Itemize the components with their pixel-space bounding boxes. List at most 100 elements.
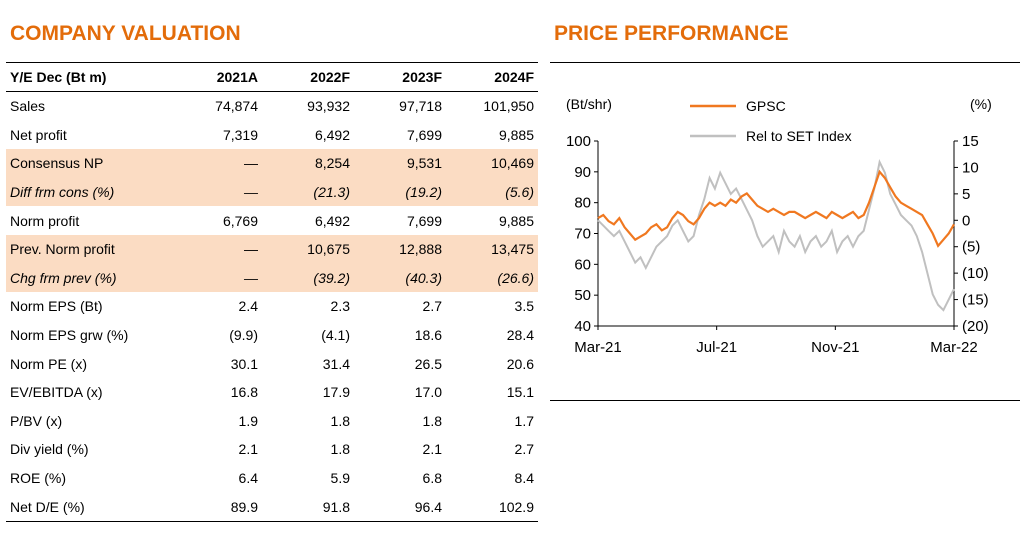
row-value: 9,531 (354, 149, 446, 178)
row-value: 7,699 (406, 212, 442, 229)
valuation-table: Y/E Dec (Bt m) 2021A 2022F 2023F 2024F S… (6, 62, 538, 522)
row-value: (9.9) (229, 327, 258, 344)
row-label: Prev. Norm profit (6, 234, 174, 264)
table-row: Prev. Norm profit —10,675 12,888 13,475 (6, 234, 538, 264)
table-row: Div yield (%) 2.1 1.8 2.1 2.7 (6, 435, 538, 464)
row-value: 7,319 (222, 126, 258, 143)
row-label: Norm EPS (Bt) (10, 298, 103, 315)
row-value: 2.3 (330, 298, 350, 315)
row-value: 30.1 (230, 355, 258, 372)
row-label: Sales (10, 98, 46, 115)
row-label: Net profit (10, 126, 67, 143)
table-row: P/BV (x) 1.9 1.8 1.8 1.7 (6, 407, 538, 436)
x-tick-label: Nov-21 (811, 339, 859, 356)
row-value: 1.8 (330, 441, 350, 458)
row-label: Diff frm cons (%) (6, 177, 174, 207)
valuation-title: COMPANY VALUATION (10, 22, 241, 45)
row-value: 2.7 (422, 298, 442, 315)
row-label: Consensus NP (6, 149, 174, 178)
table-row: ROE (%) 6.4 5.9 6.8 8.4 (6, 464, 538, 493)
row-value: 1.8 (422, 412, 442, 429)
row-value: 2.4 (238, 298, 258, 315)
row-value: 91.8 (262, 492, 354, 522)
row-label: Norm EPS grw (%) (10, 327, 129, 344)
table-row: Consensus NP —8,254 9,531 10,469 (6, 149, 538, 178)
row-value: 1.9 (238, 412, 258, 429)
row-value: 93,932 (307, 98, 350, 115)
row-value: 1.7 (514, 412, 534, 429)
row-value: (21.3) (262, 177, 354, 207)
row-value: 6.4 (238, 470, 258, 487)
row-value: 15.1 (506, 384, 534, 401)
row-value: 10,675 (262, 234, 354, 264)
table-row: Norm profit 6,769 6,492 7,699 9,885 (6, 206, 538, 235)
row-value: (19.2) (354, 177, 446, 207)
right-tick-label: 10 (962, 159, 979, 176)
row-value: 28.4 (506, 327, 534, 344)
right-tick-label: (10) (962, 265, 989, 282)
left-tick-label: 50 (574, 287, 591, 304)
row-value: 9,885 (498, 212, 534, 229)
x-tick-label: Mar-21 (574, 339, 622, 356)
left-unit-label: (Bt/shr) (566, 96, 612, 112)
row-label: ROE (%) (10, 470, 66, 487)
header-2021A: 2021A (174, 62, 262, 92)
left-tick-label: 70 (574, 226, 591, 243)
row-label: Div yield (%) (10, 441, 89, 458)
table-row: Net profit 7,319 6,492 7,699 9,885 (6, 121, 538, 150)
table-row: Sales 74,874 93,932 97,718 101,950 (6, 92, 538, 121)
right-tick-label: 15 (962, 133, 979, 150)
row-value: 16.8 (230, 384, 258, 401)
row-value: 6,492 (314, 212, 350, 229)
left-tick-label: 80 (574, 195, 591, 212)
row-value: 1.8 (330, 412, 350, 429)
row-value: — (174, 263, 262, 293)
header-2022F: 2022F (262, 62, 354, 92)
series-line (597, 169, 955, 248)
chart-bottom-rule (550, 400, 1020, 401)
table-header-row: Y/E Dec (Bt m) 2021A 2022F 2023F 2024F (6, 62, 538, 92)
row-value: (26.6) (446, 263, 538, 293)
row-value: 10,469 (446, 149, 538, 178)
header-label: Y/E Dec (Bt m) (6, 62, 174, 92)
row-value: 101,950 (483, 98, 534, 115)
header-2023F: 2023F (354, 62, 446, 92)
table-row: EV/EBITDA (x) 16.8 17.9 17.0 15.1 (6, 378, 538, 407)
row-value: 2.1 (238, 441, 258, 458)
row-value: 26.5 (414, 355, 442, 372)
right-tick-label: (20) (962, 318, 989, 335)
table-row: Diff frm cons (%) — (21.3) (19.2) (5.6) (6, 177, 538, 207)
row-label: Norm PE (x) (10, 355, 87, 372)
row-value: 17.0 (414, 384, 442, 401)
row-value: 97,718 (399, 98, 442, 115)
row-value: 3.5 (514, 298, 534, 315)
row-value: 6.8 (422, 470, 442, 487)
row-value: 13,475 (446, 234, 538, 264)
x-tick-label: Jul-21 (696, 339, 737, 356)
x-tick-label: Mar-22 (930, 339, 978, 356)
series-line (597, 159, 955, 312)
row-value: 8,254 (262, 149, 354, 178)
row-value: 96.4 (354, 492, 446, 522)
row-value: (40.3) (354, 263, 446, 293)
row-label: Norm profit (10, 212, 80, 229)
row-value: 17.9 (322, 384, 350, 401)
row-value: — (174, 149, 262, 178)
header-2024F: 2024F (446, 62, 538, 92)
row-value: 2.7 (514, 441, 534, 458)
row-label: P/BV (x) (10, 412, 63, 429)
table-row: Norm PE (x) 30.1 31.4 26.5 20.6 (6, 349, 538, 378)
right-unit-label: (%) (970, 96, 992, 112)
table-row: Net D/E (%) 89.9 91.8 96.4 102.9 (6, 492, 538, 522)
row-value: 6,492 (314, 126, 350, 143)
price-performance-title: PRICE PERFORMANCE (554, 22, 789, 45)
row-value: — (174, 234, 262, 264)
row-value: 7,699 (406, 126, 442, 143)
row-value: 2.1 (422, 441, 442, 458)
row-label: EV/EBITDA (x) (10, 384, 103, 401)
right-tick-label: (15) (962, 292, 989, 309)
price-performance-chart: 100908070605040151050(5)(10)(15)(20)Mar-… (566, 96, 992, 356)
left-tick-label: 60 (574, 256, 591, 273)
row-value: 74,874 (215, 98, 258, 115)
row-value: 31.4 (322, 355, 350, 372)
